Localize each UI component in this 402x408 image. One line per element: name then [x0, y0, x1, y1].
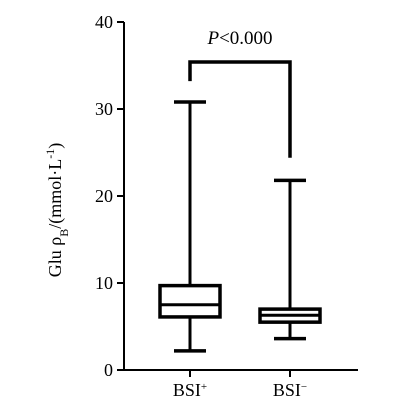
significance-label: P<0.000 — [206, 28, 272, 49]
significance-annotation: P<0.000 — [188, 28, 292, 158]
y-tick-label: 10 — [95, 273, 113, 293]
y-tick-label: 30 — [95, 99, 113, 119]
box-group — [158, 100, 222, 353]
box-series — [158, 100, 322, 353]
y-tick-label: 20 — [95, 186, 113, 206]
y-axis-label: Glu ρB/(mmol·L-1) — [43, 143, 71, 278]
box-group — [258, 178, 322, 341]
x-tick-label: BSI+ — [173, 380, 207, 400]
x-tick-label: BSI− — [273, 380, 307, 400]
y-tick-label: 0 — [104, 360, 113, 380]
significance-bracket — [188, 60, 292, 158]
axes: 0 10 20 30 40 BSI+ BSI− — [95, 12, 358, 400]
iqr-box — [158, 283, 222, 319]
y-tick-label: 40 — [95, 12, 113, 32]
